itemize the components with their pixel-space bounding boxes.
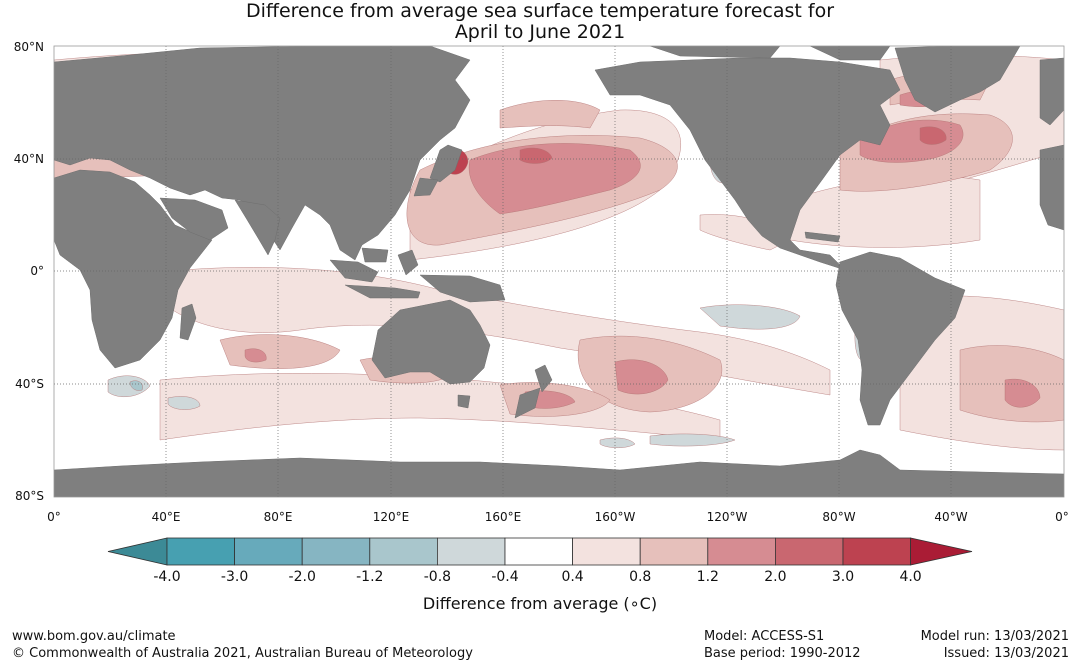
colorbar-tick-label: -2.0 (289, 569, 316, 585)
footer-base-period: Base period: 1990-2012 (704, 646, 861, 661)
axis-labels: 80°N 40°N 0° 40°S 80°S 0° 40°E 80°E 120°… (14, 40, 1069, 524)
colorbar-tick-label: -0.4 (491, 569, 518, 585)
colorbar-extend-low (107, 537, 168, 566)
colorbar-segment (369, 537, 438, 566)
colorbar-tick-label: -3.0 (221, 569, 248, 585)
colorbar-segment (572, 537, 641, 566)
lon-label: 0° (47, 510, 61, 524)
colorbar-extend-high (910, 537, 973, 566)
lat-label: 40°S (15, 377, 44, 391)
footer-issued: Issued: 13/03/2021 (943, 646, 1069, 661)
colorbar-tick-label: -4.0 (153, 569, 180, 585)
lon-label: 120°E (373, 510, 410, 524)
colorbar-tick-label: -1.2 (356, 569, 383, 585)
colorbar-tick-label: -0.8 (424, 569, 451, 585)
map-frame (53, 45, 1065, 498)
colorbar-segment (436, 537, 506, 566)
lat-label: 0° (30, 264, 44, 278)
lon-label: 40°E (152, 510, 181, 524)
lon-label: 160°E (485, 510, 522, 524)
land-masses (54, 46, 1064, 497)
colorbar-tick-label: 3.0 (832, 569, 854, 585)
colorbar-segment (639, 537, 709, 566)
colorbar-tick-label: 4.0 (899, 569, 921, 585)
colorbar-tick-label: 2.0 (764, 569, 786, 585)
footer-model-run: Model run: 13/03/2021 (920, 629, 1069, 644)
lon-label: 160°W (595, 510, 636, 524)
lon-label: 40°W (934, 510, 967, 524)
graticule (54, 46, 1064, 497)
colorbar-ticks: -4.0 -3.0 -2.0 -1.2 -0.8 -0.4 0.4 0.8 1.2 2.0 3.0 4… (153, 569, 921, 585)
colorbar-tick-label: 0.4 (561, 569, 583, 585)
colorbar-segment (842, 537, 911, 566)
footer-model: Model: ACCESS-S1 (704, 629, 825, 644)
map-title-line-1: Difference from average sea surface temp… (245, 0, 835, 22)
colorbar (107, 537, 973, 566)
colorbar-tick-label: 0.8 (629, 569, 651, 585)
colorbar-segment (707, 537, 776, 566)
lon-label: 80°W (822, 510, 855, 524)
footer-url: www.bom.gov.au/climate (12, 629, 176, 644)
lat-label: 40°N (14, 152, 44, 166)
colorbar-segment (166, 537, 235, 566)
lat-label: 80°S (15, 489, 44, 503)
footer-copyright: © Commonwealth of Australia 2021, Austra… (12, 646, 473, 661)
lon-label: 0° (1055, 510, 1069, 524)
lon-label: 80°E (264, 510, 293, 524)
colorbar-segment (301, 537, 371, 566)
map-title-line-2: April to June 2021 (454, 21, 626, 43)
colorbar-segment (775, 537, 844, 566)
lon-label: 120°W (707, 510, 748, 524)
colorbar-tick-label: 1.2 (697, 569, 719, 585)
colorbar-label: Difference from average (∘C) (422, 594, 658, 613)
colorbar-segment (234, 537, 303, 566)
colorbar-segment (504, 537, 573, 566)
lat-label: 80°N (14, 40, 44, 54)
